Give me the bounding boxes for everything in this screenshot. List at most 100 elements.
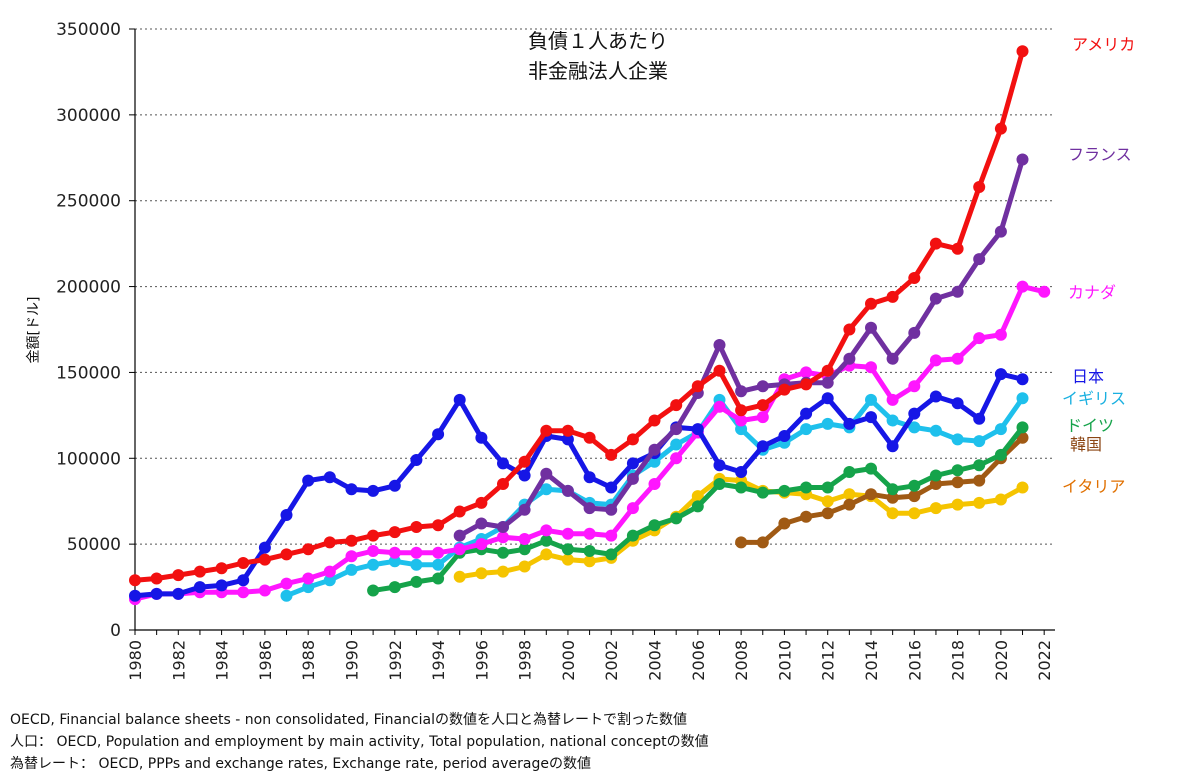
data-point bbox=[821, 392, 834, 405]
data-point bbox=[800, 366, 813, 379]
data-point bbox=[670, 438, 683, 451]
data-point bbox=[670, 512, 683, 525]
data-point bbox=[951, 476, 964, 489]
data-point bbox=[410, 521, 423, 533]
data-point bbox=[865, 488, 877, 501]
y-tick-label: 350000 bbox=[56, 20, 121, 40]
x-tick-label: 1988 bbox=[299, 640, 318, 681]
chart-subtitle: 非金融法人企業 bbox=[528, 59, 668, 83]
data-point bbox=[886, 414, 899, 427]
data-point bbox=[388, 546, 401, 559]
data-point bbox=[994, 423, 1007, 436]
data-point bbox=[258, 553, 271, 566]
data-point bbox=[994, 122, 1007, 135]
data-point bbox=[497, 457, 509, 470]
data-point bbox=[258, 541, 271, 554]
data-point bbox=[951, 242, 964, 255]
data-point bbox=[1016, 373, 1029, 386]
data-point bbox=[648, 478, 661, 490]
data-point bbox=[540, 524, 553, 537]
x-tick-label: 1992 bbox=[386, 640, 405, 681]
data-point bbox=[193, 565, 206, 578]
data-point bbox=[886, 440, 899, 453]
data-point bbox=[735, 404, 748, 417]
data-point bbox=[908, 479, 921, 492]
series-label: ドイツ bbox=[1066, 416, 1114, 435]
data-point bbox=[691, 423, 704, 436]
data-point bbox=[432, 558, 445, 571]
data-point bbox=[367, 558, 380, 571]
data-point bbox=[843, 323, 856, 336]
data-point bbox=[951, 397, 964, 410]
data-point bbox=[1016, 45, 1029, 58]
data-point bbox=[561, 433, 574, 446]
data-point bbox=[626, 529, 639, 542]
series-label: 日本 bbox=[1072, 367, 1104, 386]
data-point bbox=[345, 483, 358, 496]
data-point bbox=[367, 529, 380, 542]
data-point bbox=[865, 361, 877, 374]
data-point bbox=[648, 414, 661, 427]
data-point bbox=[561, 484, 574, 497]
x-tick-label: 2004 bbox=[646, 640, 665, 681]
data-point bbox=[1016, 392, 1029, 405]
data-point bbox=[215, 579, 228, 592]
data-point bbox=[345, 563, 358, 576]
data-point bbox=[886, 393, 899, 406]
data-point bbox=[843, 498, 856, 511]
data-point bbox=[388, 555, 401, 568]
data-point bbox=[973, 435, 986, 448]
data-point bbox=[453, 393, 466, 406]
data-point bbox=[410, 558, 423, 571]
data-point bbox=[345, 534, 358, 547]
axes bbox=[129, 28, 1055, 635]
data-point bbox=[605, 548, 618, 561]
data-point bbox=[626, 472, 639, 485]
data-point bbox=[973, 496, 986, 509]
series-label: フランス bbox=[1068, 145, 1132, 164]
data-point bbox=[843, 352, 856, 365]
data-point bbox=[908, 326, 921, 339]
data-point bbox=[865, 462, 877, 475]
data-point bbox=[800, 378, 813, 391]
series-line bbox=[132, 371, 1025, 599]
data-point bbox=[475, 538, 488, 551]
data-point bbox=[648, 455, 661, 468]
data-point bbox=[843, 488, 856, 501]
x-tick-label: 1980 bbox=[126, 640, 145, 681]
data-point bbox=[756, 536, 769, 549]
data-point bbox=[756, 486, 769, 499]
data-point bbox=[518, 543, 531, 556]
chart-title: 負債１人あたり bbox=[528, 29, 668, 53]
y-tick-label: 300000 bbox=[56, 106, 121, 126]
data-point bbox=[951, 352, 964, 365]
data-point bbox=[994, 328, 1007, 341]
data-point bbox=[518, 560, 531, 573]
data-point bbox=[432, 519, 445, 532]
data-point bbox=[908, 490, 921, 503]
data-point bbox=[172, 587, 185, 600]
data-point bbox=[129, 589, 141, 602]
data-point bbox=[497, 546, 509, 559]
x-tick-label: 1986 bbox=[256, 640, 275, 681]
data-point bbox=[453, 529, 466, 542]
data-point bbox=[475, 517, 488, 530]
data-point bbox=[821, 495, 834, 508]
data-point bbox=[865, 297, 877, 310]
data-point bbox=[713, 459, 726, 472]
x-tick-label: 2014 bbox=[862, 640, 881, 681]
data-point bbox=[432, 572, 445, 585]
data-point bbox=[1016, 153, 1029, 166]
data-point bbox=[193, 581, 206, 594]
data-point bbox=[237, 574, 250, 587]
x-tick-label: 1984 bbox=[213, 640, 232, 681]
y-tick-label: 150000 bbox=[56, 363, 121, 383]
data-point bbox=[691, 380, 704, 393]
data-point bbox=[994, 448, 1007, 461]
data-point bbox=[778, 430, 791, 442]
y-tick-label: 0 bbox=[110, 621, 121, 641]
x-tick-label: 2020 bbox=[992, 640, 1011, 681]
data-point bbox=[453, 543, 466, 556]
data-point bbox=[540, 467, 553, 480]
data-point bbox=[1038, 285, 1051, 298]
